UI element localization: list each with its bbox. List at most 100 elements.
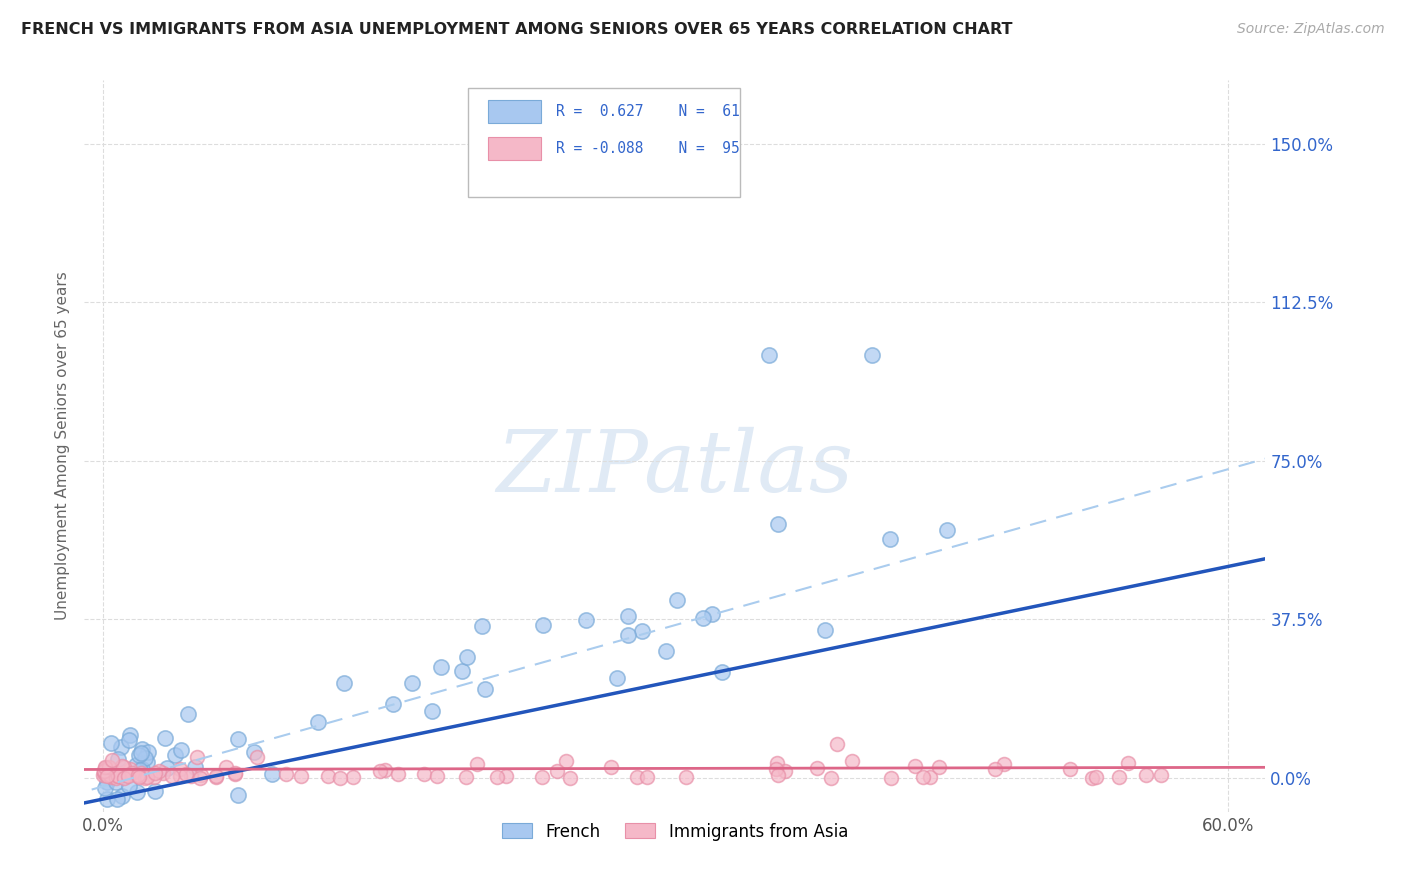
Point [1059, 762, 1081, 776]
Point [100, 736, 122, 750]
Point [1116, 756, 1139, 770]
Point [98, 760, 121, 774]
Point [103, 765, 125, 780]
Point [260, 767, 283, 781]
Point [96, 792, 118, 806]
Point [155, 731, 177, 745]
Point [766, 767, 789, 781]
Point [316, 769, 339, 783]
Point [456, 770, 478, 784]
Point [96, 762, 118, 776]
Point [93, 768, 115, 782]
Point [758, 348, 780, 362]
Point [136, 770, 159, 784]
Legend: French, Immigrants from Asia: French, Immigrants from Asia [495, 816, 855, 847]
Point [118, 779, 141, 793]
Point [134, 751, 156, 765]
Point [125, 785, 148, 799]
Point [558, 771, 581, 785]
Point [700, 607, 723, 621]
FancyBboxPatch shape [468, 87, 740, 197]
Point [118, 767, 141, 781]
Point [765, 762, 787, 776]
Point [100, 763, 122, 777]
Point [880, 771, 903, 785]
Text: R = -0.088    N =  95: R = -0.088 N = 95 [555, 141, 740, 156]
Point [98, 768, 121, 782]
Point [136, 745, 159, 759]
Point [143, 783, 166, 797]
Point [204, 770, 226, 784]
Point [820, 771, 842, 785]
Point [825, 737, 848, 751]
Point [226, 789, 249, 803]
Point [127, 768, 149, 782]
Point [1108, 770, 1130, 784]
Point [333, 675, 356, 690]
Point [107, 768, 129, 782]
Point [531, 770, 554, 784]
Point [904, 759, 927, 773]
Point [148, 764, 170, 778]
Point [226, 732, 249, 747]
Point [575, 613, 598, 627]
Point [471, 619, 494, 633]
Point [162, 769, 184, 783]
Point [451, 665, 474, 679]
Point [766, 517, 789, 532]
Text: Source: ZipAtlas.com: Source: ZipAtlas.com [1237, 22, 1385, 37]
Point [606, 671, 628, 685]
Point [935, 523, 957, 537]
Point [111, 759, 134, 773]
Bar [488, 136, 541, 160]
Point [131, 762, 153, 776]
Point [94, 761, 117, 775]
Point [373, 764, 395, 778]
Point [105, 771, 128, 785]
Point [554, 755, 576, 769]
Point [112, 771, 135, 785]
Point [531, 618, 554, 632]
Point [131, 742, 153, 756]
Point [290, 769, 312, 783]
Point [111, 789, 134, 804]
Point [110, 739, 132, 754]
Point [117, 769, 139, 783]
Point [485, 770, 508, 784]
Point [1135, 768, 1157, 782]
Point [93, 781, 115, 796]
Point [100, 769, 122, 783]
Point [183, 760, 205, 774]
Point [224, 766, 246, 780]
Point [456, 649, 478, 664]
Point [105, 792, 128, 806]
Point [190, 768, 212, 782]
Point [170, 742, 193, 756]
Point [97, 765, 120, 780]
Point [121, 766, 143, 780]
Point [465, 756, 488, 771]
Point [495, 769, 517, 783]
Point [666, 593, 689, 607]
Point [129, 766, 152, 780]
Point [276, 767, 298, 781]
Point [112, 759, 135, 773]
Point [710, 665, 733, 680]
Point [224, 766, 246, 780]
Point [626, 771, 648, 785]
Point [176, 766, 198, 780]
Point [96, 769, 118, 783]
Point [124, 757, 146, 772]
Point [420, 704, 443, 718]
Point [107, 752, 129, 766]
Bar [488, 100, 541, 123]
Text: ZIPatlas: ZIPatlas [496, 426, 853, 509]
Point [128, 763, 150, 777]
Point [246, 749, 269, 764]
Point [387, 767, 409, 781]
Point [546, 764, 568, 779]
Point [105, 775, 128, 789]
Point [188, 771, 211, 785]
Point [814, 623, 837, 637]
Point [654, 644, 676, 658]
